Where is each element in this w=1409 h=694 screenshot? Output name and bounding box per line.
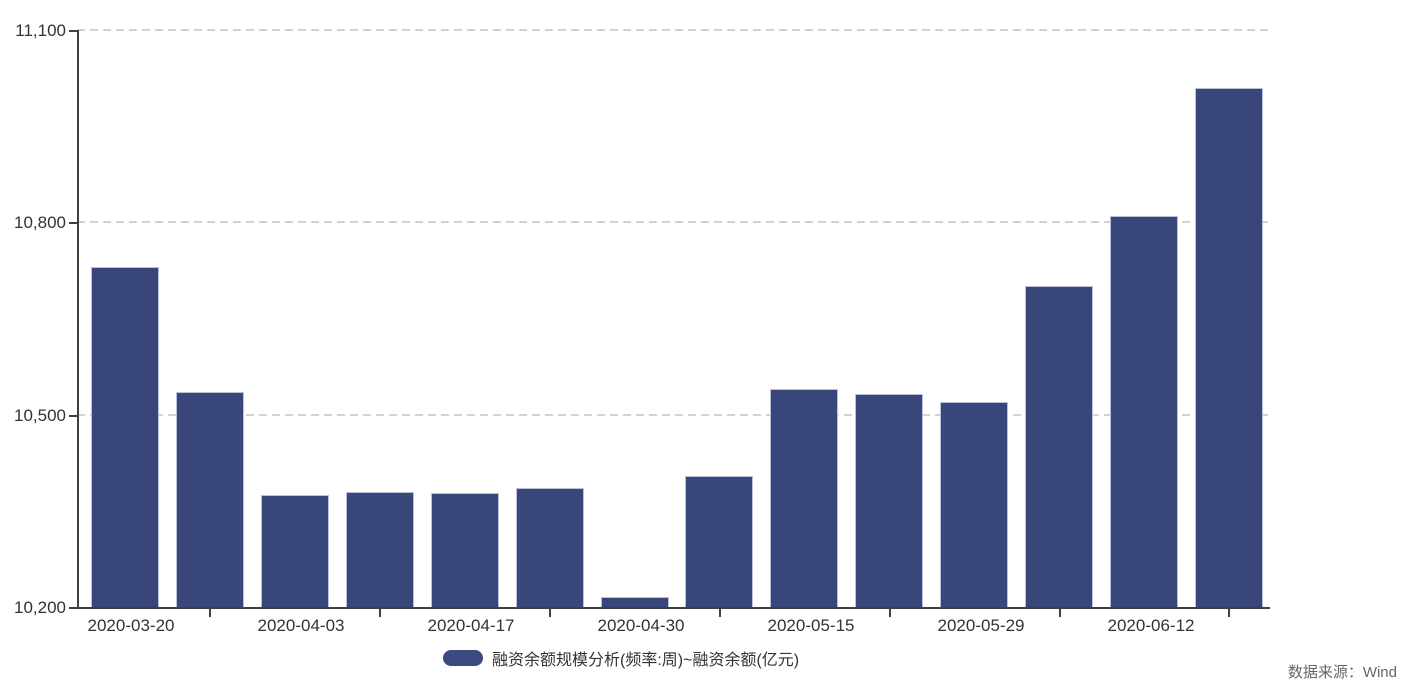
y-gridline xyxy=(77,221,1270,224)
x-axis-tick xyxy=(378,609,381,617)
y-gridline xyxy=(77,413,1270,416)
legend-item[interactable]: 融资余额规模分析(频率:周)~融资余额(亿元) xyxy=(443,646,799,670)
x-axis-label: 2020-03-20 xyxy=(87,616,175,635)
bar[interactable] xyxy=(430,492,499,607)
x-axis-label: 2020-04-30 xyxy=(597,616,685,635)
legend-swatch-icon xyxy=(443,650,483,666)
bar[interactable] xyxy=(175,392,244,607)
bar[interactable] xyxy=(345,491,414,607)
x-axis-label: 2020-05-29 xyxy=(937,616,1025,635)
y-axis-label: 10,500 xyxy=(14,405,66,425)
y-axis-tick xyxy=(69,30,77,32)
y-axis-tick xyxy=(69,607,77,609)
bar[interactable] xyxy=(1025,286,1094,607)
x-axis-label: 2020-04-03 xyxy=(257,616,345,635)
y-axis-label: 10,800 xyxy=(14,213,66,233)
x-axis-label: 2020-05-15 xyxy=(767,616,855,635)
x-axis-tick xyxy=(1058,609,1061,617)
bar[interactable] xyxy=(770,389,839,607)
y-gridline xyxy=(77,29,1270,31)
bar[interactable] xyxy=(855,393,924,607)
bar[interactable] xyxy=(91,267,159,607)
bar[interactable] xyxy=(600,597,669,607)
bar[interactable] xyxy=(940,401,1009,607)
x-axis-tick xyxy=(209,609,211,617)
y-axis-tick xyxy=(69,414,77,417)
x-axis-tick xyxy=(548,609,551,617)
data-source-note: 数据来源：Wind xyxy=(1287,664,1397,681)
legend-label: 融资余额规模分析(频率:周)~融资余额(亿元) xyxy=(492,652,800,669)
x-axis-tick xyxy=(718,609,721,617)
y-axis xyxy=(77,30,79,609)
bar[interactable] xyxy=(1194,87,1263,607)
x-axis-tick xyxy=(1228,609,1231,617)
y-axis-label: 11,100 xyxy=(15,21,66,40)
y-axis-tick xyxy=(69,222,77,225)
x-axis-label: 2020-04-17 xyxy=(427,616,515,635)
bar[interactable] xyxy=(515,488,584,607)
x-axis-tick xyxy=(888,609,891,617)
bar[interactable] xyxy=(260,494,329,607)
bar[interactable] xyxy=(685,475,754,607)
x-axis xyxy=(77,607,1270,609)
x-axis-label: 2020-06-12 xyxy=(1107,616,1195,635)
bar[interactable] xyxy=(1110,215,1179,607)
y-axis-label: 10,200 xyxy=(14,598,66,617)
